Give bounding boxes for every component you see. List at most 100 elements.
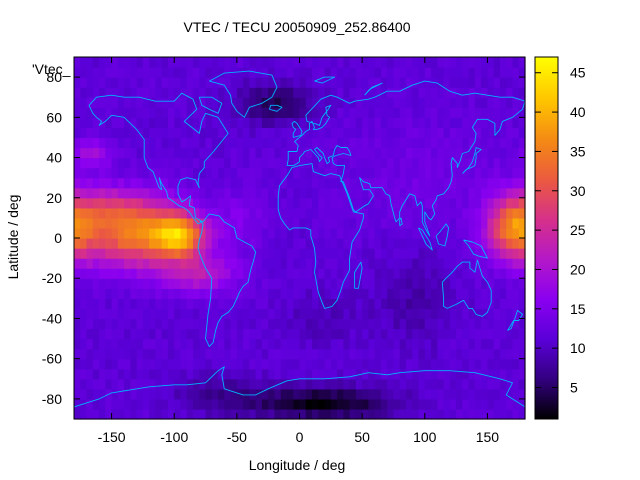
heatmap-cell <box>286 187 294 199</box>
heatmap-cell <box>117 147 125 159</box>
heatmap-cell <box>80 378 88 390</box>
heatmap-cell <box>105 368 113 380</box>
heatmap-cell <box>155 57 163 68</box>
heatmap-cell <box>349 258 357 269</box>
heatmap-cell <box>99 288 106 299</box>
heatmap-cell <box>481 187 489 199</box>
heatmap-cell <box>180 288 188 299</box>
heatmap-cell <box>518 217 526 229</box>
heatmap-cell <box>343 227 351 239</box>
heatmap-cell <box>512 67 520 78</box>
heatmap-cell <box>487 207 495 219</box>
heatmap-cell <box>468 318 476 330</box>
heatmap-cell <box>412 117 420 128</box>
heatmap-cell <box>80 358 88 370</box>
heatmap-cell <box>124 167 131 179</box>
heatmap-cell <box>205 187 213 199</box>
heatmap-cell <box>399 87 407 98</box>
heatmap-cell <box>274 288 282 299</box>
heatmap-cell <box>268 77 276 88</box>
heatmap-cell <box>405 127 413 139</box>
heatmap-cell <box>462 167 470 179</box>
heatmap-cell <box>149 408 157 420</box>
heatmap-cell <box>424 97 432 108</box>
heatmap-cell <box>80 97 88 108</box>
heatmap-cell <box>412 358 420 370</box>
heatmap-cell <box>199 248 207 259</box>
heatmap-cell <box>449 358 457 370</box>
heatmap-cell <box>343 147 351 159</box>
heatmap-cell <box>380 408 388 420</box>
heatmap-cell <box>337 358 344 370</box>
heatmap-cell <box>399 288 407 299</box>
heatmap-cell <box>255 238 263 249</box>
heatmap-cell <box>437 207 445 219</box>
heatmap-cell <box>362 408 369 420</box>
heatmap-cell <box>399 348 407 360</box>
heatmap-cell <box>324 227 332 239</box>
y-tick-label: -40 <box>42 310 62 326</box>
heatmap-cell <box>249 67 257 78</box>
heatmap-cell <box>343 328 351 340</box>
heatmap-cell <box>218 137 225 149</box>
heatmap-cell <box>249 77 257 88</box>
heatmap-cell <box>456 87 463 98</box>
heatmap-cell <box>268 157 276 169</box>
heatmap-cell <box>324 398 332 410</box>
heatmap-cell <box>105 57 113 68</box>
heatmap-cell <box>117 288 125 299</box>
heatmap-cell <box>518 107 526 118</box>
heatmap-cell <box>111 187 119 199</box>
heatmap-cell <box>474 77 482 88</box>
heatmap-cell <box>92 207 100 219</box>
heatmap-cell <box>318 238 326 249</box>
heatmap-cell <box>230 197 238 209</box>
heatmap-cell <box>105 137 113 149</box>
heatmap-cell <box>105 77 113 88</box>
heatmap-cell <box>99 388 106 400</box>
heatmap-cell <box>337 137 344 149</box>
heatmap-cell <box>255 368 263 380</box>
heatmap-cell <box>180 57 188 68</box>
heatmap-cell <box>399 147 407 159</box>
heatmap-cell <box>161 318 169 330</box>
heatmap-cell <box>249 177 257 189</box>
coast-iceland <box>268 104 283 112</box>
heatmap-cell <box>299 207 307 219</box>
heatmap-cell <box>506 338 514 350</box>
heatmap-cell <box>268 408 276 420</box>
heatmap-cell <box>506 77 514 88</box>
heatmap-cell <box>380 57 388 68</box>
heatmap-cell <box>337 87 344 98</box>
heatmap-cell <box>199 137 207 149</box>
heatmap-cell <box>468 288 476 299</box>
heatmap-cell <box>474 127 482 139</box>
heatmap-cell <box>349 177 357 189</box>
heatmap-cell <box>274 77 282 88</box>
heatmap-cell <box>481 97 489 108</box>
heatmap-cell <box>312 278 319 289</box>
heatmap-cell <box>117 187 125 199</box>
heatmap-cell <box>337 388 344 400</box>
heatmap-cell <box>261 308 269 320</box>
heatmap-cell <box>193 207 200 219</box>
heatmap-cell <box>124 238 131 249</box>
heatmap-cell <box>487 97 495 108</box>
heatmap-cell <box>236 258 244 269</box>
heatmap-cell <box>286 137 294 149</box>
heatmap-cell <box>224 97 232 108</box>
heatmap-cell <box>337 368 344 380</box>
heatmap-cell <box>305 358 313 370</box>
heatmap-cell <box>286 87 294 98</box>
heatmap-cell <box>380 107 388 118</box>
heatmap-cell <box>380 117 388 128</box>
heatmap-cell <box>199 258 207 269</box>
heatmap-cell <box>224 348 232 360</box>
heatmap-cell <box>499 137 507 149</box>
heatmap-cell <box>193 328 200 340</box>
heatmap-cell <box>499 248 507 259</box>
heatmap-cell <box>174 197 182 209</box>
heatmap-cell <box>205 348 213 360</box>
heatmap-cell <box>136 157 144 169</box>
heatmap-cell <box>211 388 219 400</box>
